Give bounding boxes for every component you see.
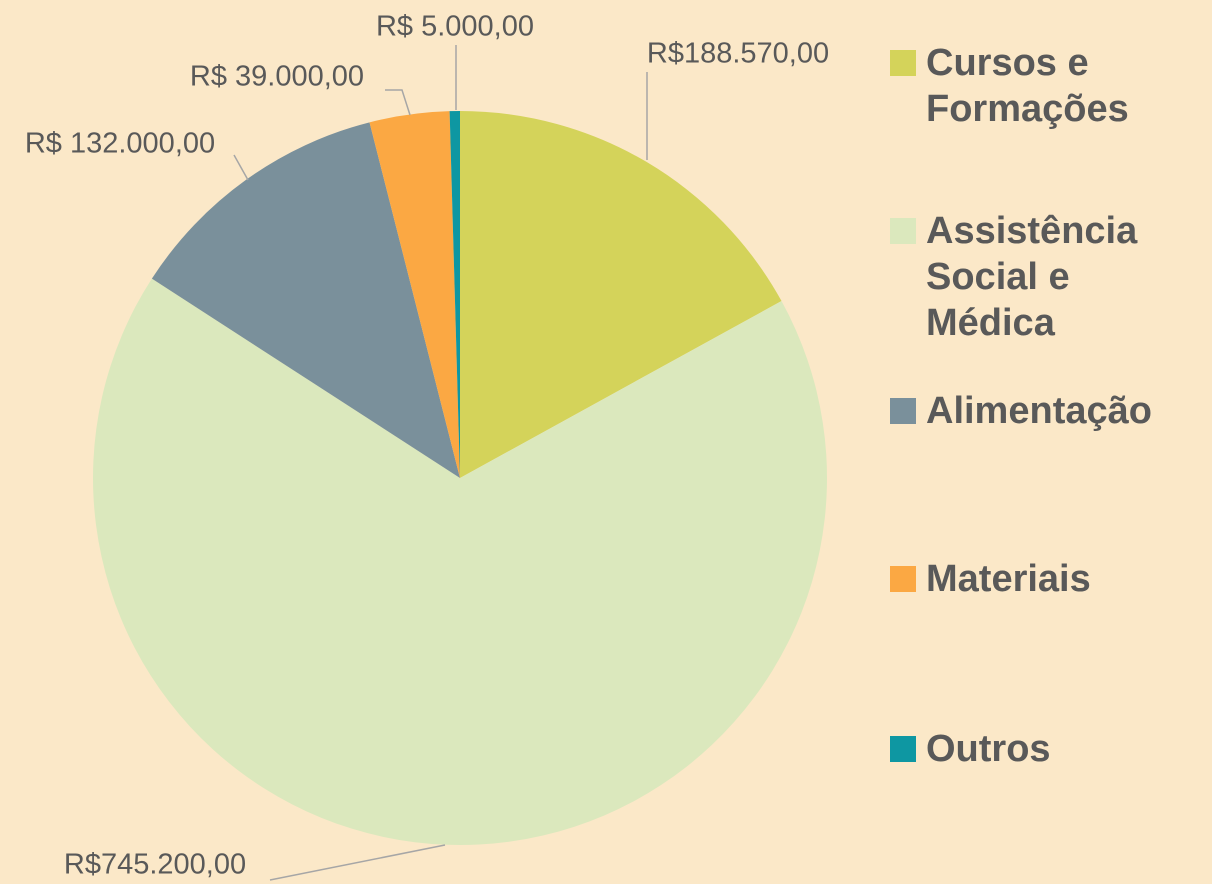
legend-label: Materiais: [926, 558, 1091, 600]
legend-swatch: [890, 218, 916, 244]
legend-swatch: [890, 398, 916, 424]
data-label: R$ 132.000,00: [25, 128, 215, 160]
legend-item: Alimentação: [890, 388, 1210, 434]
leader-line: [233, 154, 249, 181]
legend-label: Assistência Social e Médica: [926, 210, 1138, 344]
legend-item: Cursos e Formações: [890, 40, 1210, 132]
legend-label: Cursos e Formações: [926, 42, 1129, 130]
pie-slice: [93, 278, 828, 846]
legend-item: Assistência Social e Médica: [890, 208, 1210, 346]
legend-item: Materiais: [890, 556, 1210, 602]
data-label: R$745.200,00: [64, 849, 246, 881]
pie-slice: [460, 111, 782, 478]
data-label: R$ 5.000,00: [376, 11, 534, 43]
leader-line: [385, 89, 411, 116]
leader-line: [269, 844, 446, 881]
data-label: R$188.570,00: [647, 38, 829, 70]
pie-slice: [151, 122, 461, 478]
legend-label: Alimentação: [926, 390, 1152, 432]
data-label: R$ 39.000,00: [190, 61, 364, 93]
legend-swatch: [890, 566, 916, 592]
legend-swatch: [890, 50, 916, 76]
legend-swatch: [890, 736, 916, 762]
pie-slice: [449, 111, 460, 478]
legend-label: Outros: [926, 728, 1051, 770]
pie-slice: [369, 111, 460, 479]
legend-item: Outros: [890, 726, 1210, 772]
